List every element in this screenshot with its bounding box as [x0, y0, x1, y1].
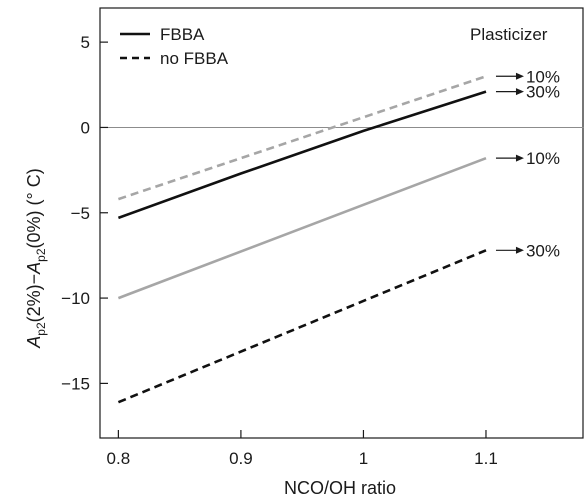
- x-tick-label: 1.1: [474, 449, 498, 468]
- x-tick-label: 0.9: [229, 449, 253, 468]
- legend-label-fbba: FBBA: [160, 25, 205, 44]
- end-label-text: 10%: [526, 67, 560, 86]
- series-line-4: [117, 249, 487, 404]
- y-tick-label: −10: [61, 289, 90, 308]
- x-axis-label: NCO/OH ratio: [284, 478, 396, 498]
- legend-label-no-fbba: no FBBA: [160, 49, 229, 68]
- x-tick-label: 0.8: [107, 449, 131, 468]
- end-label-arrowhead: [515, 88, 524, 96]
- end-label-text: 10%: [526, 149, 560, 168]
- y-tick-label: −5: [71, 204, 90, 223]
- y-label-sub-b: p2: [34, 248, 48, 262]
- plot-frame: [99, 7, 584, 439]
- y-label-b: A: [24, 262, 44, 275]
- y-tick-label: −15: [61, 374, 90, 393]
- x-axis: 0.8 0.9 1 1.1: [107, 430, 498, 468]
- x-tick-label: 1: [359, 449, 368, 468]
- y-label-tail: (0%) (° C): [24, 168, 44, 248]
- end-label-arrowhead: [515, 72, 524, 80]
- y-label-a: A: [24, 336, 44, 349]
- y-axis: 5 0 −5 −10 −15: [61, 33, 108, 393]
- y-axis-label: Ap2(2%)−Ap2(0%) (° C): [24, 168, 48, 348]
- series-line-3: [117, 156, 487, 300]
- y-label-mid: (2%)−: [24, 274, 44, 323]
- end-label-arrowhead: [515, 246, 524, 254]
- series-group: 10%30%10%30%: [117, 67, 560, 404]
- series-line-1: [117, 75, 487, 201]
- y-tick-label: 5: [81, 33, 90, 52]
- end-label-text: 30%: [526, 241, 560, 260]
- y-label-sub-a: p2: [34, 322, 48, 336]
- end-label-text: 30%: [526, 83, 560, 102]
- legend: FBBA no FBBA: [120, 25, 229, 68]
- y-tick-label: 0: [81, 118, 90, 137]
- end-label-arrowhead: [515, 154, 524, 162]
- annotation-header: Plasticizer: [470, 25, 548, 44]
- series-line-2: [117, 90, 487, 220]
